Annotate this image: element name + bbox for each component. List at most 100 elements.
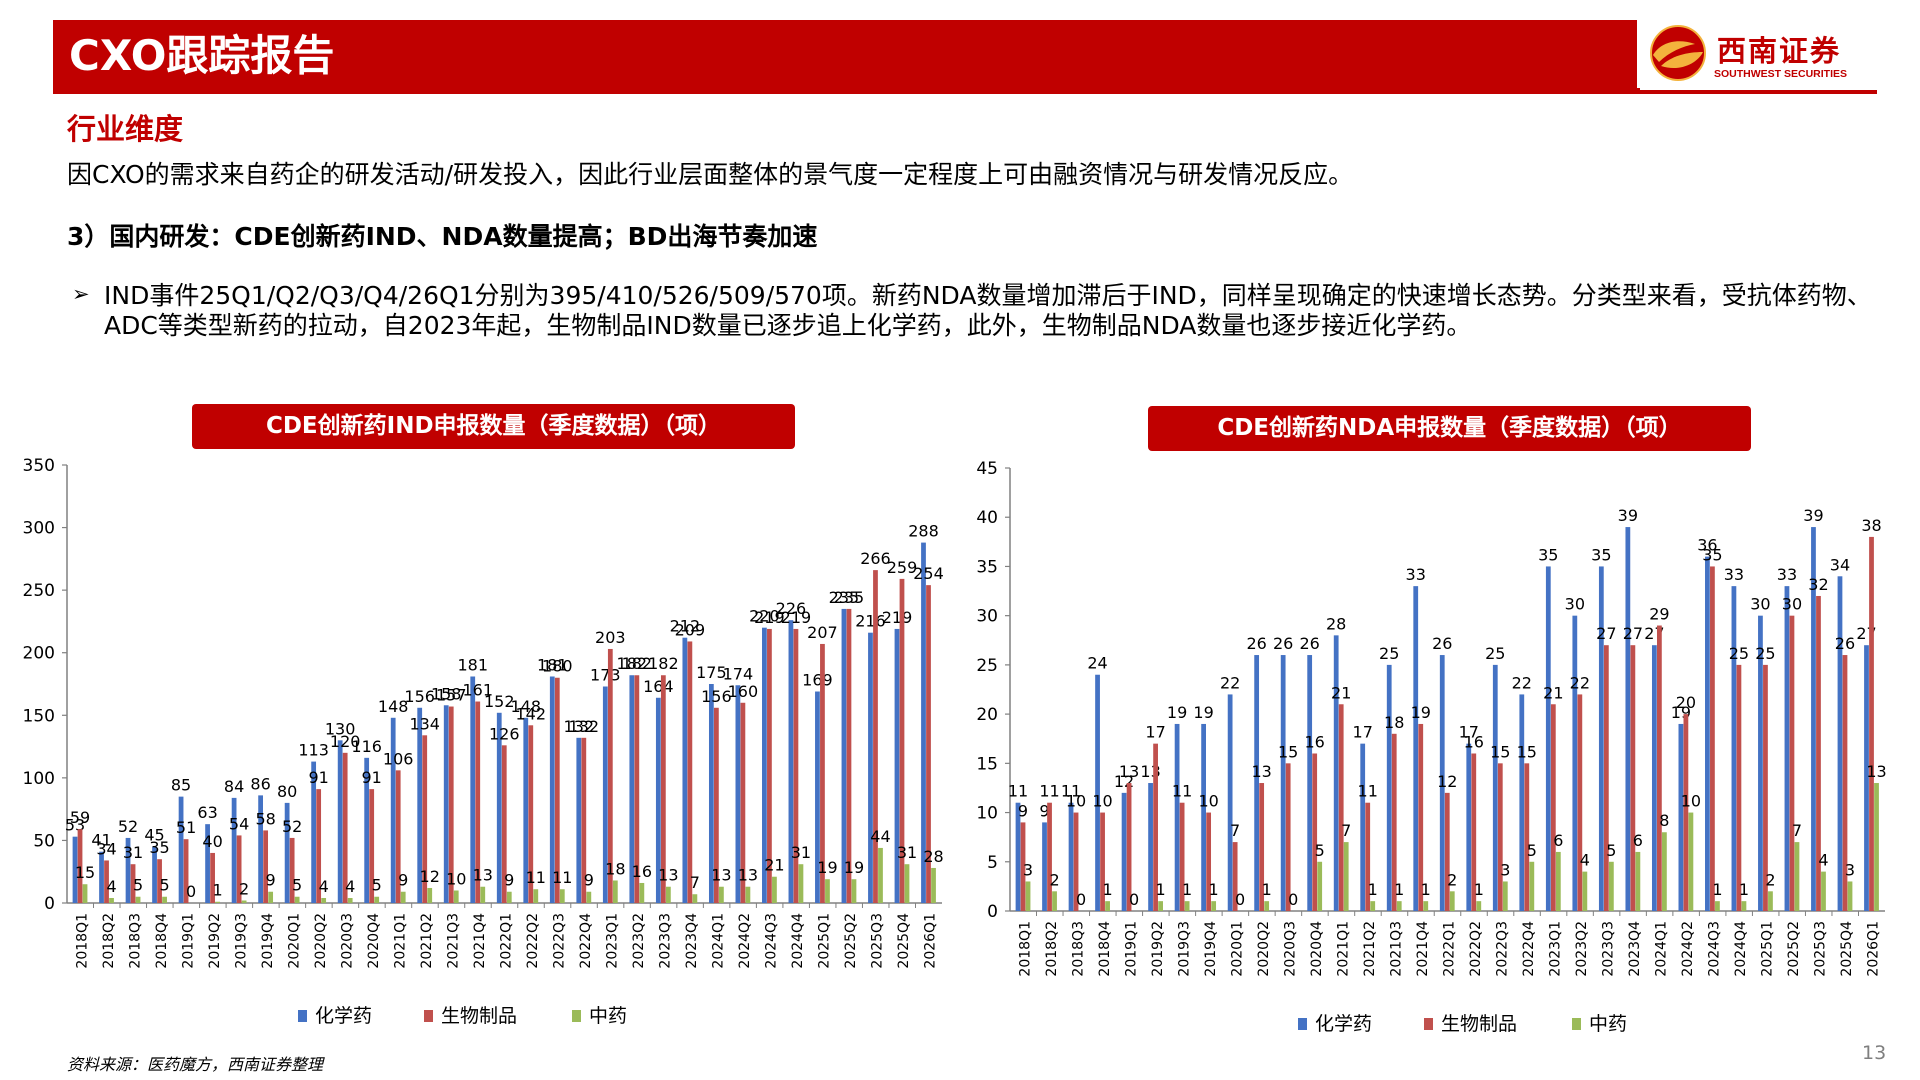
lead-paragraph: 因CXO的需求来自药企的研发活动/研发投入，因此行业层面整体的景气度一定程度上可… (67, 160, 1354, 189)
bar (559, 889, 565, 903)
x-tick-label: 2024Q1 (711, 913, 727, 969)
data-label: 17 (1145, 723, 1165, 742)
bar (1386, 664, 1392, 911)
x-tick-label: 2019Q2 (207, 913, 223, 969)
x-tick-label: 2019Q3 (1176, 921, 1192, 977)
bar (263, 830, 269, 903)
bar (1439, 655, 1445, 911)
data-label: 34 (1830, 555, 1850, 574)
data-label: 10 (1092, 792, 1112, 811)
bar (533, 889, 539, 903)
data-label: 266 (860, 549, 891, 568)
data-label: 5 (1315, 841, 1325, 860)
nda-bar-chart: 05101520253035404511932018Q191122018Q211… (976, 459, 1886, 1035)
x-tick-label: 2023Q4 (1627, 921, 1643, 977)
data-label: 86 (250, 774, 270, 793)
bar (687, 641, 693, 903)
bar (576, 737, 582, 903)
data-label: 4 (345, 877, 355, 896)
bar (660, 675, 666, 903)
data-label: 20 (1676, 693, 1696, 712)
data-label: 5 (159, 876, 169, 895)
bar (284, 802, 290, 903)
data-label: 58 (255, 809, 275, 828)
data-label: 27 (1596, 624, 1616, 643)
x-tick-label: 2025Q4 (896, 913, 912, 969)
data-label: 5 (292, 876, 302, 895)
data-label: 6 (1553, 831, 1563, 850)
data-label: 9 (1039, 801, 1049, 820)
data-label: 91 (308, 768, 328, 787)
x-tick-label: 2024Q1 (1654, 921, 1670, 977)
bar (708, 684, 714, 903)
x-tick-label: 2023Q3 (1601, 921, 1617, 977)
data-label: 52 (118, 817, 138, 836)
bar (422, 735, 428, 903)
data-label: 29 (1649, 605, 1669, 624)
data-label: 17 (1459, 723, 1479, 742)
data-label: 28 (1326, 614, 1346, 633)
bar (72, 836, 78, 903)
data-label: 9 (584, 871, 594, 890)
y-tick-label: 45 (976, 459, 998, 479)
bar (629, 675, 635, 903)
x-tick-label: 2022Q1 (499, 913, 515, 969)
bar (1396, 901, 1402, 911)
bar (1476, 901, 1482, 911)
data-label: 2 (239, 879, 249, 898)
data-label: 1 (1102, 880, 1112, 899)
data-label: 2 (1765, 870, 1775, 889)
bar (1338, 704, 1344, 911)
bar (1413, 586, 1419, 911)
data-label: 1 (1394, 880, 1404, 899)
bar (1333, 635, 1339, 911)
bar (612, 880, 618, 903)
x-tick-label: 2022Q3 (1495, 921, 1511, 977)
data-label: 35 (1702, 545, 1722, 564)
bar (1864, 645, 1869, 911)
data-label: 13 (711, 866, 731, 885)
bar (183, 839, 189, 903)
data-label: 120 (330, 732, 361, 751)
y-tick-label: 300 (23, 519, 55, 539)
data-label: 21 (1331, 683, 1351, 702)
data-label: 152 (484, 692, 515, 711)
bar (607, 648, 613, 903)
data-label: 259 (887, 558, 918, 577)
bar (289, 837, 295, 903)
legend-label: 化学药 (1315, 1013, 1372, 1035)
x-tick-label: 2020Q2 (1256, 921, 1272, 977)
bar (841, 608, 847, 903)
data-label: 10 (446, 869, 466, 888)
data-label: 9 (1018, 801, 1028, 820)
bar (1842, 655, 1848, 911)
bar (1492, 664, 1498, 911)
data-label: 11 (552, 868, 572, 887)
bar (1763, 664, 1768, 911)
bar (1370, 901, 1376, 911)
bar (1444, 792, 1450, 911)
data-label: 11 (1358, 782, 1378, 801)
data-label: 22 (1512, 673, 1532, 692)
data-label: 182 (648, 654, 679, 673)
bar (846, 608, 852, 903)
bar (1869, 536, 1874, 911)
data-label: 0 (1235, 890, 1245, 909)
data-label: 7 (690, 873, 700, 892)
x-tick-label: 2026Q1 (923, 913, 939, 969)
bar (178, 796, 184, 903)
data-label: 148 (510, 697, 541, 716)
x-tick-label: 2023Q4 (684, 913, 700, 969)
y-tick-label: 250 (23, 581, 55, 601)
data-label: 158 (431, 684, 462, 703)
x-tick-label: 2023Q1 (1548, 921, 1564, 977)
source-note: 资料来源：医药魔方，西南证券整理 (67, 1055, 324, 1074)
y-tick-label: 25 (976, 656, 998, 676)
data-label: 13 (1866, 762, 1886, 781)
bar (470, 676, 476, 903)
data-label: 17 (1353, 723, 1373, 742)
bar (1529, 861, 1535, 911)
data-label: 219 (781, 608, 812, 627)
bar (390, 717, 396, 903)
bar (581, 737, 587, 903)
